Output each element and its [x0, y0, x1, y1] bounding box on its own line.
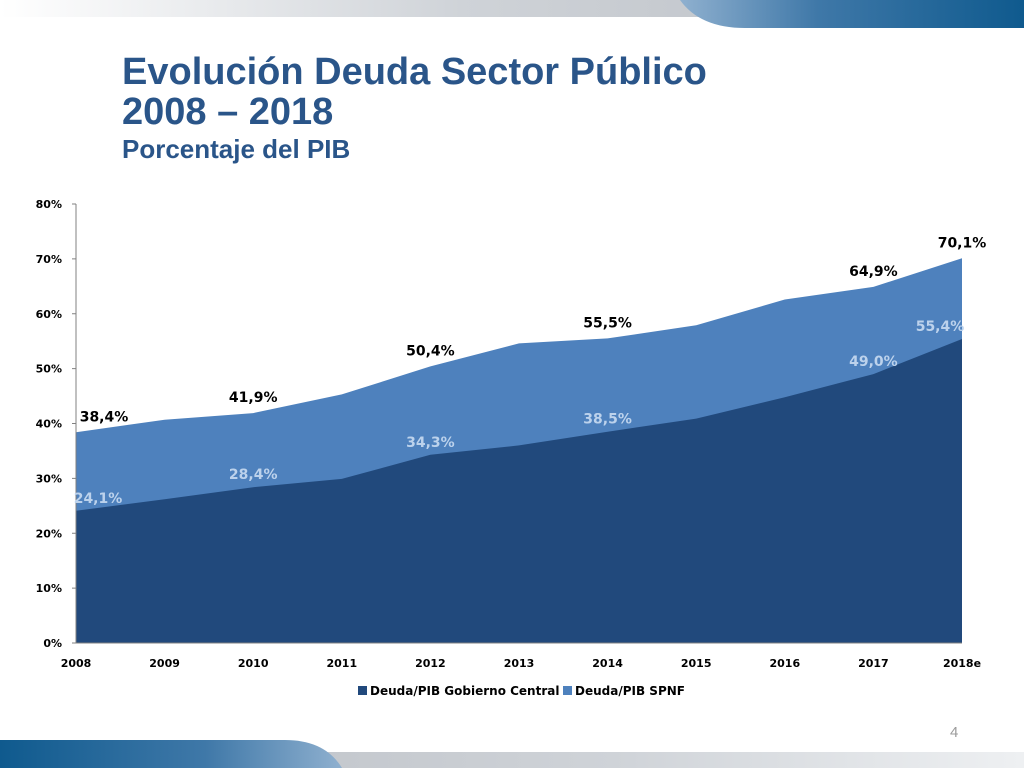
data-label-gobierno-central: 55,4% [916, 319, 965, 335]
y-tick-label: 50% [36, 363, 62, 376]
slide-title-line-1: Evolución Deuda Sector Público [122, 51, 707, 93]
data-label-gobierno-central: 24,1% [74, 491, 123, 507]
top-blue-swoosh [680, 0, 1024, 28]
x-tick-label: 2008 [61, 657, 92, 670]
x-tick-label: 2010 [238, 657, 269, 670]
legend-swatch-gobierno-central [358, 686, 367, 695]
x-tick-label: 2012 [415, 657, 446, 670]
y-tick-label: 60% [36, 308, 62, 321]
y-tick-label: 0% [43, 637, 62, 650]
y-tick-label: 30% [36, 472, 62, 485]
data-label-gobierno-central: 34,3% [406, 435, 455, 451]
title-block: Evolución Deuda Sector Público 2008 – 20… [122, 52, 707, 164]
data-label-spnf: 38,4% [80, 409, 129, 425]
legend-label-gobierno-central: Deuda/PIB Gobierno Central [370, 684, 559, 698]
legend-swatch-spnf [563, 686, 572, 695]
data-label-gobierno-central: 28,4% [229, 467, 278, 483]
data-label-spnf: 50,4% [406, 343, 455, 359]
x-tick-label: 2014 [592, 657, 623, 670]
x-tick-label: 2009 [149, 657, 180, 670]
data-label-spnf: 64,9% [849, 264, 898, 280]
slide-title-line-2: 2008 – 2018 [122, 91, 334, 133]
area-series-gobierno-central [76, 339, 962, 643]
x-tick-label: 2017 [858, 657, 889, 670]
data-label-gobierno-central: 49,0% [849, 354, 898, 370]
bottom-blue-swoosh [0, 740, 342, 768]
y-tick-label: 80% [36, 198, 62, 211]
x-tick-label: 2018e [943, 657, 981, 670]
slide-subtitle: Porcentaje del PIB [122, 134, 351, 164]
y-tick-label: 10% [36, 582, 62, 595]
y-tick-label: 70% [36, 253, 62, 266]
y-tick-label: 40% [36, 418, 62, 431]
data-label-gobierno-central: 38,5% [583, 412, 632, 428]
x-tick-label: 2016 [769, 657, 800, 670]
data-label-spnf: 70,1% [938, 235, 987, 251]
page-number: 4 [950, 724, 959, 741]
x-tick-label: 2015 [681, 657, 712, 670]
x-tick-label: 2013 [504, 657, 535, 670]
data-label-spnf: 55,5% [583, 315, 632, 331]
legend-label-spnf: Deuda/PIB SPNF [575, 684, 685, 698]
y-tick-label: 20% [36, 527, 62, 540]
x-tick-label: 2011 [326, 657, 357, 670]
data-label-spnf: 41,9% [229, 390, 278, 406]
